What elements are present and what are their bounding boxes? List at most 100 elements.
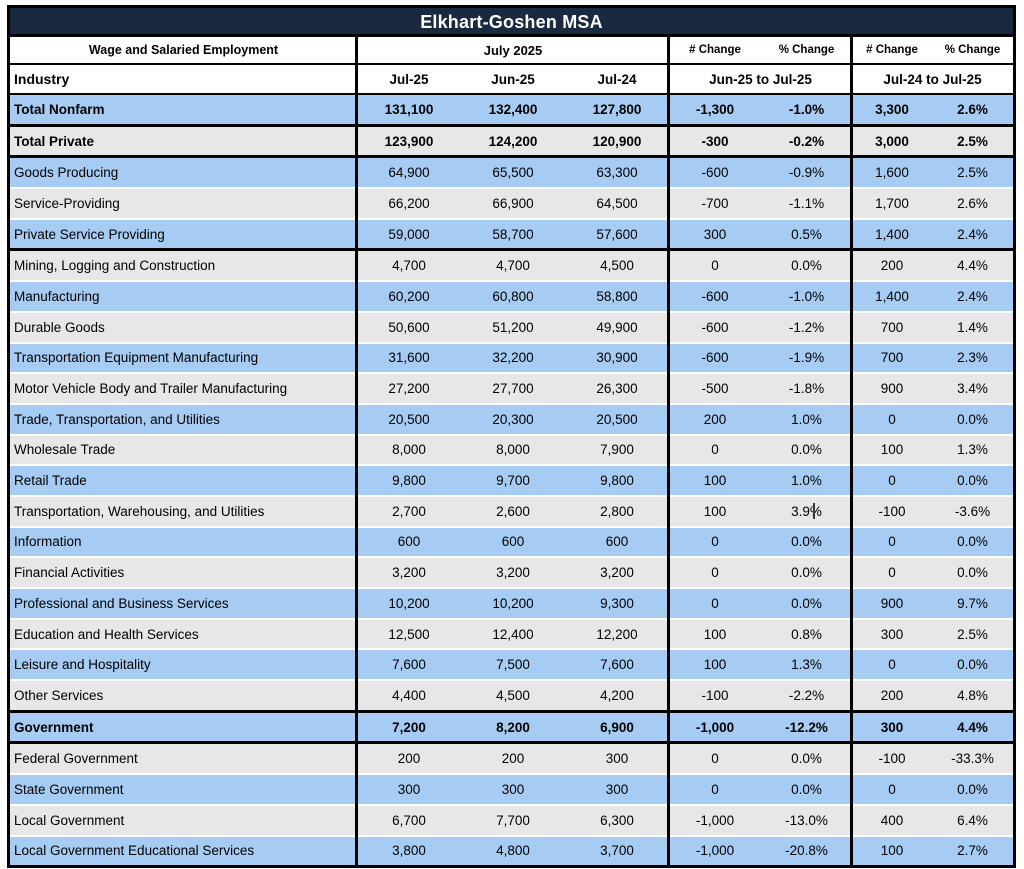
- value-cell: 0: [852, 558, 932, 587]
- table-row: Local Government Educational Services 3,8…: [10, 836, 1013, 866]
- value-cell: -600: [669, 312, 761, 342]
- value-cell: 2.6%: [932, 189, 1013, 218]
- employment-table: Elkhart-Goshen MSA Wage and Salaried Emp…: [7, 5, 1016, 869]
- industry-cell: Private Service Providing: [10, 219, 357, 249]
- value-cell: 31,600: [357, 343, 461, 373]
- industry-cell: Transportation, Warehousing, and Utiliti…: [10, 496, 357, 526]
- value-cell: 4.8%: [932, 681, 1013, 710]
- value-cell: 100: [669, 650, 761, 680]
- table-row: Professional and Business Services 10,200…: [10, 589, 1013, 618]
- value-cell: 120,900: [565, 126, 669, 156]
- table-row: Durable Goods 50,600 51,200 49,900 -600 -1.2%…: [10, 312, 1013, 342]
- value-cell: 1,600: [852, 158, 932, 188]
- value-cell: 200: [852, 681, 932, 710]
- table-title: Elkhart-Goshen MSA: [10, 8, 1013, 37]
- value-cell: 64,500: [565, 189, 669, 218]
- value-cell: -1.0%: [761, 282, 852, 311]
- column-divider-2: [667, 37, 670, 866]
- header-period: July 2025: [483, 42, 543, 58]
- value-cell: 1.3%: [932, 435, 1013, 465]
- value-cell: 0.0%: [932, 466, 1013, 495]
- value-cell: -0.2%: [761, 126, 852, 156]
- value-cell: 900: [852, 589, 932, 618]
- value-cell: 600: [461, 527, 565, 557]
- value-cell: 1.4%: [932, 312, 1013, 342]
- value-cell: 8,000: [461, 435, 565, 465]
- table-row: Transportation, Warehousing, and Utiliti…: [10, 496, 1013, 526]
- industry-cell: Retail Trade: [10, 466, 357, 495]
- value-cell: 30,900: [565, 343, 669, 373]
- value-cell: 100: [852, 435, 932, 465]
- header-num-change-1: # Change: [689, 44, 741, 56]
- value-cell: 2,600: [461, 496, 565, 526]
- table-row: State Government 300 300 300 0 0.0% 0 0.0%: [10, 775, 1013, 804]
- value-cell: 7,600: [357, 650, 461, 680]
- value-cell: 132,400: [461, 95, 565, 124]
- value-cell: 58,700: [461, 219, 565, 249]
- header-month-jul25: Jul-25: [389, 71, 429, 87]
- header-industry: Industry: [14, 71, 70, 87]
- value-cell: -0.9%: [761, 158, 852, 188]
- header-range-1: Jun-25 to Jul-25: [709, 71, 812, 87]
- value-cell: 0: [852, 527, 932, 557]
- table-row: Total Private 123,900 124,200 120,900 -300 -0…: [10, 126, 1013, 156]
- value-cell: -1,000: [669, 712, 761, 742]
- value-cell: 0.0%: [932, 650, 1013, 680]
- value-cell: 27,200: [357, 374, 461, 403]
- value-cell: 32,200: [461, 343, 565, 373]
- row-group: Goods Producing 64,900 65,500 63,300 -600 -0.…: [10, 155, 1013, 249]
- value-cell: 2.3%: [932, 343, 1013, 373]
- value-cell: 200: [669, 404, 761, 434]
- value-cell: 600: [565, 527, 669, 557]
- value-cell: 100: [669, 496, 761, 526]
- value-cell: 51,200: [461, 312, 565, 342]
- industry-cell: Financial Activities: [10, 558, 357, 587]
- table-row: Mining, Logging and Construction 4,700 4,7…: [10, 251, 1013, 281]
- header-change-group-2: # Change % Change: [852, 37, 1013, 63]
- industry-cell: Government: [10, 712, 357, 742]
- value-cell: -700: [669, 189, 761, 218]
- table-row: Education and Health Services 12,500 12,40…: [10, 619, 1013, 649]
- value-cell: 600: [357, 527, 461, 557]
- column-divider-3: [850, 37, 853, 866]
- industry-cell: Goods Producing: [10, 158, 357, 188]
- table-row: Trade, Transportation, and Utilities 20,5…: [10, 404, 1013, 434]
- value-cell: 123,900: [357, 126, 461, 156]
- value-cell: 3,700: [565, 836, 669, 866]
- value-cell: 3,200: [461, 558, 565, 587]
- value-cell: 0.0%: [761, 527, 852, 557]
- text-cursor-artifact: [813, 502, 815, 519]
- industry-cell: Total Nonfarm: [10, 95, 357, 124]
- value-cell: -12.2%: [761, 712, 852, 742]
- header-change-group-1: # Change % Change: [669, 37, 852, 63]
- value-cell: 49,900: [565, 312, 669, 342]
- value-cell: 4,700: [461, 251, 565, 281]
- value-cell: 2.5%: [932, 126, 1013, 156]
- value-cell: 400: [852, 805, 932, 835]
- header-num-change-2: # Change: [866, 44, 918, 56]
- value-cell: 0: [669, 744, 761, 774]
- value-cell: -100: [852, 744, 932, 774]
- table-row: Goods Producing 64,900 65,500 63,300 -600 -0.…: [10, 158, 1013, 188]
- value-cell: 20,500: [357, 404, 461, 434]
- value-cell: 64,900: [357, 158, 461, 188]
- value-cell: 2.4%: [932, 282, 1013, 311]
- value-cell: 7,500: [461, 650, 565, 680]
- table-row: Private Service Providing 59,000 58,700 57,…: [10, 219, 1013, 249]
- value-cell: -1,300: [669, 95, 761, 124]
- table-row: Total Nonfarm 131,100 132,400 127,800 -1,300…: [10, 95, 1013, 124]
- value-cell: 0: [669, 589, 761, 618]
- value-cell: 0: [852, 404, 932, 434]
- value-cell: 4,400: [357, 681, 461, 710]
- value-cell: 8,200: [461, 712, 565, 742]
- table-row: Leisure and Hospitality 7,600 7,500 7,600 10…: [10, 650, 1013, 680]
- header-row-1: Wage and Salaried Employment July 2025 #…: [10, 37, 1013, 65]
- value-cell: 700: [852, 312, 932, 342]
- value-cell: 9,800: [565, 466, 669, 495]
- value-cell: 6,900: [565, 712, 669, 742]
- value-cell: -1.0%: [761, 95, 852, 124]
- value-cell: 60,800: [461, 282, 565, 311]
- industry-cell: Durable Goods: [10, 312, 357, 342]
- value-cell: -1,000: [669, 805, 761, 835]
- industry-cell: Service-Providing: [10, 189, 357, 218]
